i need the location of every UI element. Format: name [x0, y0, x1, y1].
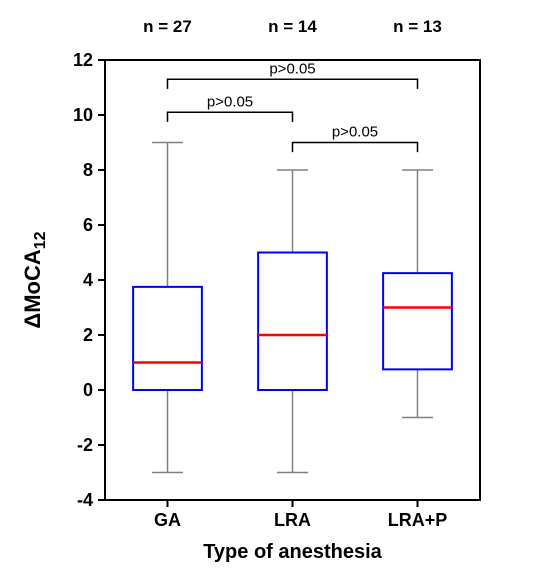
x-axis-label: Type of anesthesia [203, 541, 382, 563]
p-value-label: p>0.05 [332, 124, 378, 141]
box [258, 253, 327, 391]
box [133, 287, 202, 390]
ytick-label: 0 [83, 380, 93, 400]
ytick-label: 12 [73, 50, 93, 70]
ytick-label: -2 [77, 435, 93, 455]
p-value-label: p>0.05 [207, 93, 253, 110]
ytick-label: 8 [83, 160, 93, 180]
ytick-label: 10 [73, 105, 93, 125]
ytick-label: 2 [83, 325, 93, 345]
comparison-bracket [293, 143, 418, 153]
y-axis-label: ΔMoCA12 [20, 231, 49, 328]
boxplot-chart: -4 -2 0 2 4 6 8 10 12 GA n = 27 LRA n = 14 LRA+P n = 1… [0, 0, 546, 578]
ytick-label: 6 [83, 215, 93, 235]
n-label: n = 27 [143, 17, 192, 36]
ytick-label: -4 [77, 490, 93, 510]
xtick-label: GA [154, 510, 181, 530]
n-label: n = 13 [393, 17, 442, 36]
xtick-label: LRA [274, 510, 311, 530]
n-label: n = 14 [268, 17, 317, 36]
ytick-label: 4 [83, 270, 93, 290]
box [383, 273, 452, 369]
xtick-label: LRA+P [388, 510, 448, 530]
chart-svg: -4 -2 0 2 4 6 8 10 12 GA n = 27 LRA n = 14 LRA+P n = 1… [0, 0, 546, 578]
p-value-label: p>0.05 [269, 60, 315, 77]
comparison-bracket [168, 79, 418, 89]
comparison-bracket [168, 112, 293, 122]
